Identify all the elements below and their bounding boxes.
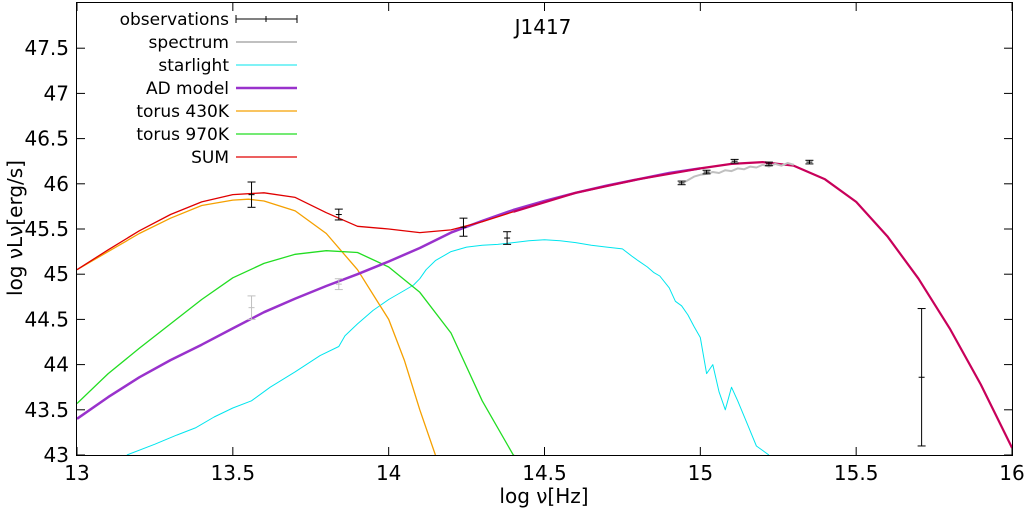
y-tick-label: 47 [44,81,69,105]
y-tick-label: 45 [44,262,69,286]
error-bar-point [459,217,468,237]
x-tick-label: 13 [64,461,89,485]
x-tick-label: 14 [376,461,401,485]
legend-label: observations [120,10,230,30]
y-axis-ticks: 43 43.5 44 44.5 45 45.5 46 46.5 47 47.5 [24,36,1012,467]
legend: observations spectrum starlight AD model tor… [120,10,298,168]
x-tick-label: 13.5 [211,461,256,485]
error-bar-point [503,231,512,245]
error-bar-point [334,208,343,221]
y-tick-label: 43 [44,443,69,467]
spectrum-line [684,162,795,183]
legend-label: torus 430K [136,102,230,122]
y-tick-label: 46.5 [24,127,69,151]
plot-frame [76,2,1013,456]
legend-item-starlight: starlight [158,56,297,76]
legend-label: starlight [158,56,229,76]
torus-970k-line [77,250,515,455]
legend-item-torus-970k: torus 970K [136,125,297,145]
y-axis-label: log νLν[erg/s] [3,160,27,296]
error-bar-point [764,161,773,167]
error-bar-point [334,278,343,291]
error-bar-point [247,295,256,320]
error-bar-point [247,181,256,208]
chart-title: J1417 [513,15,572,39]
y-tick-label: 45.5 [24,217,69,241]
legend-item-torus-430k: torus 430K [136,102,297,122]
y-tick-label: 44 [44,353,69,377]
x-tick-label: 15.5 [834,461,879,485]
legend-item-spectrum: spectrum [149,33,297,53]
legend-item-ad-model: AD model [146,79,297,99]
torus-430k-line [77,198,437,455]
y-tick-label: 44.5 [24,307,69,331]
y-tick-label: 47.5 [24,36,69,60]
y-tick-label: 46 [44,172,69,196]
legend-label: SUM [191,148,229,168]
error-bar-point [917,308,926,447]
y-tick-label: 43.5 [24,398,69,422]
error-bar-point [677,180,686,186]
x-tick-label: 15 [688,461,713,485]
series-layer [77,158,1012,455]
x-axis-ticks: 13 13.5 14 14.5 15 15.5 16 [64,3,1025,485]
legend-item-observations: observations [120,10,298,30]
error-bar-point [805,159,814,165]
legend-label: AD model [146,79,229,99]
starlight-line [126,239,770,455]
x-axis-label: log ν[Hz] [499,484,588,508]
legend-label: spectrum [149,33,229,53]
legend-label: torus 970K [136,125,230,145]
series-line [512,161,1012,449]
error-bar-point [730,158,739,164]
x-tick-label: 14.5 [522,461,567,485]
legend-item-sum: SUM [191,148,297,168]
error-bar-point [702,169,711,175]
sum-line [77,192,514,271]
ad-model-line [77,167,701,420]
x-tick-label: 16 [999,461,1024,485]
